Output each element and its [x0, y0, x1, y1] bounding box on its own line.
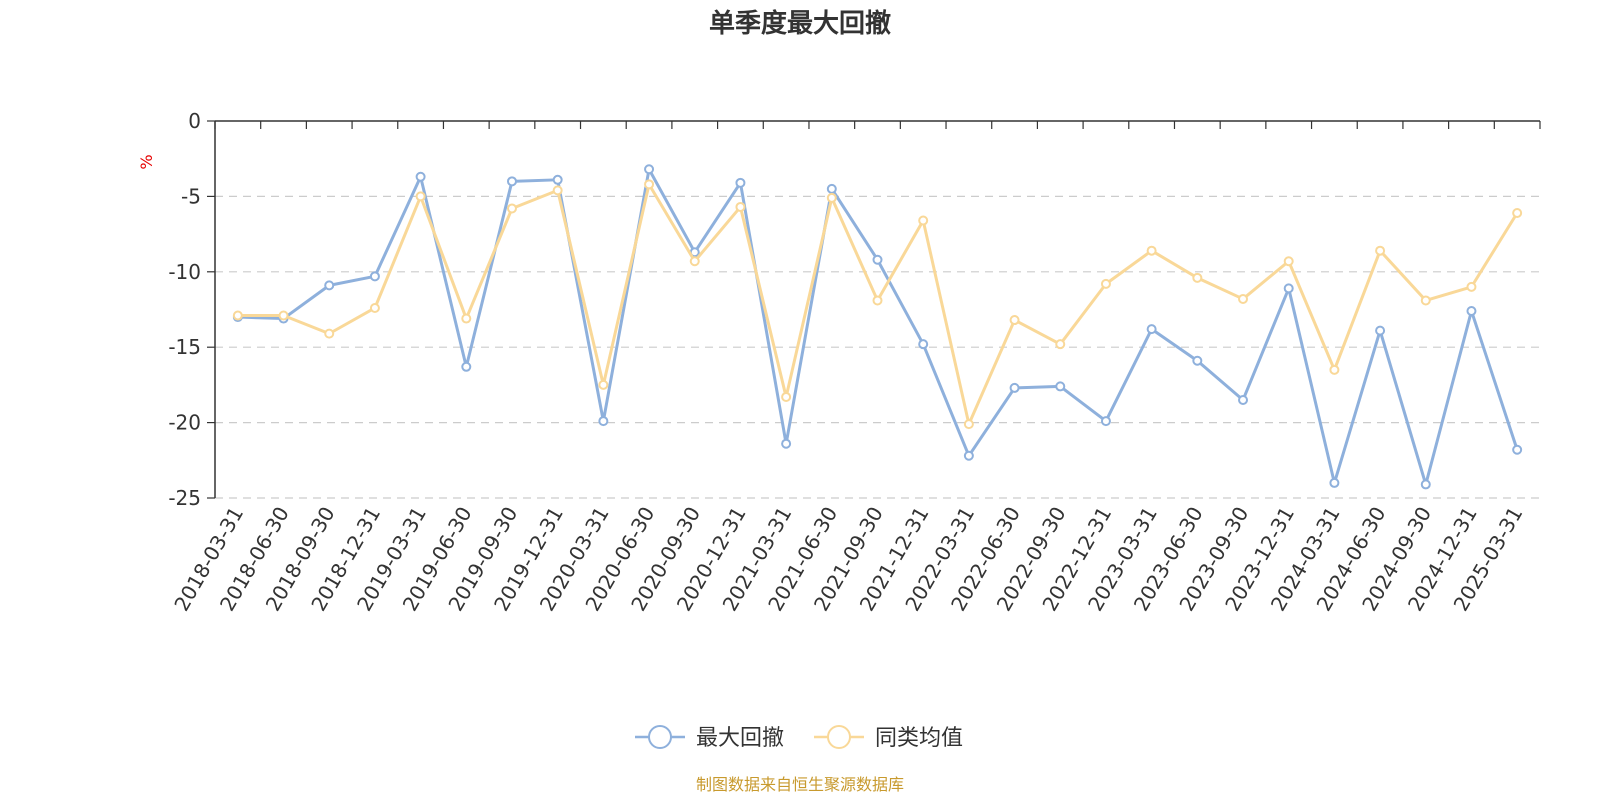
- chart-title: 单季度最大回撤: [709, 8, 891, 39]
- y-axis-unit: %: [137, 154, 156, 169]
- data-point: [415, 171, 426, 182]
- legend-marker: [827, 725, 851, 749]
- axes: [207, 120, 1541, 499]
- data-point: [278, 310, 289, 321]
- legend[interactable]: 最大回撤 同类均值: [635, 725, 963, 751]
- data-point: [1100, 416, 1111, 427]
- y-tick-label: -10: [168, 260, 201, 284]
- data-point: [1420, 295, 1431, 306]
- data-point: [1192, 272, 1203, 283]
- data-point: [1466, 281, 1477, 292]
- series-2: [232, 179, 1523, 430]
- data-point: [232, 310, 243, 321]
- series-1: [232, 164, 1523, 490]
- data-point: [552, 185, 563, 196]
- data-point: [781, 391, 792, 402]
- data-point: [644, 179, 655, 190]
- legend-marker: [648, 725, 672, 749]
- y-tick-label: -15: [168, 335, 201, 359]
- data-point: [1055, 381, 1066, 392]
- legend-item-1[interactable]: 最大回撤: [635, 725, 784, 751]
- data-point: [461, 313, 472, 324]
- data-point: [689, 256, 700, 267]
- data-point: [1055, 339, 1066, 350]
- data-point: [1146, 324, 1157, 335]
- data-point: [963, 450, 974, 461]
- data-point: [872, 295, 883, 306]
- data-point: [1238, 394, 1249, 405]
- data-point: [735, 177, 746, 188]
- grid-lines: [215, 195, 1540, 499]
- data-point: [918, 215, 929, 226]
- data-point: [1329, 364, 1340, 375]
- data-point: [598, 379, 609, 390]
- data-point: [369, 302, 380, 313]
- data-point: [1100, 278, 1111, 289]
- data-point: [506, 176, 517, 187]
- data-point: [1146, 245, 1157, 256]
- y-tick-label: -20: [168, 411, 201, 435]
- data-point: [1009, 315, 1020, 326]
- legend-label: 最大回撤: [696, 726, 784, 751]
- data-point: [369, 271, 380, 282]
- data-point: [644, 164, 655, 175]
- data-point: [963, 419, 974, 430]
- x-tick-labels: 2018-03-312018-06-302018-09-302018-12-31…: [169, 503, 1527, 616]
- y-tick-label: 0: [188, 109, 201, 133]
- data-point: [552, 174, 563, 185]
- data-point: [1009, 382, 1020, 393]
- data-point: [872, 254, 883, 265]
- data-point: [324, 328, 335, 339]
- data-point: [781, 438, 792, 449]
- data-point: [1420, 479, 1431, 490]
- data-point: [415, 191, 426, 202]
- data-point: [1329, 477, 1340, 488]
- legend-item-2[interactable]: 同类均值: [814, 725, 963, 751]
- legend-label: 同类均值: [875, 726, 963, 751]
- data-point: [1283, 283, 1294, 294]
- data-source-note: 制图数据来自恒生聚源数据库: [696, 775, 904, 794]
- y-tick-label: -5: [181, 184, 201, 208]
- data-point: [461, 361, 472, 372]
- y-tick-labels: 0 -5 -10 -15 -20 -25: [168, 109, 201, 510]
- data-point: [1192, 355, 1203, 366]
- data-point: [1375, 245, 1386, 256]
- data-point: [826, 192, 837, 203]
- data-point: [1283, 256, 1294, 267]
- data-point: [735, 201, 746, 212]
- data-point: [826, 183, 837, 194]
- data-point: [598, 416, 609, 427]
- data-point: [1375, 325, 1386, 336]
- series-line: [237, 167, 1519, 486]
- data-point: [1512, 207, 1523, 218]
- data-point: [1466, 306, 1477, 317]
- data-point: [918, 339, 929, 350]
- series-group: [232, 164, 1523, 490]
- y-tick-label: -25: [168, 486, 201, 510]
- data-point: [1512, 444, 1523, 455]
- data-point: [324, 280, 335, 291]
- data-point: [506, 203, 517, 214]
- data-point: [1238, 293, 1249, 304]
